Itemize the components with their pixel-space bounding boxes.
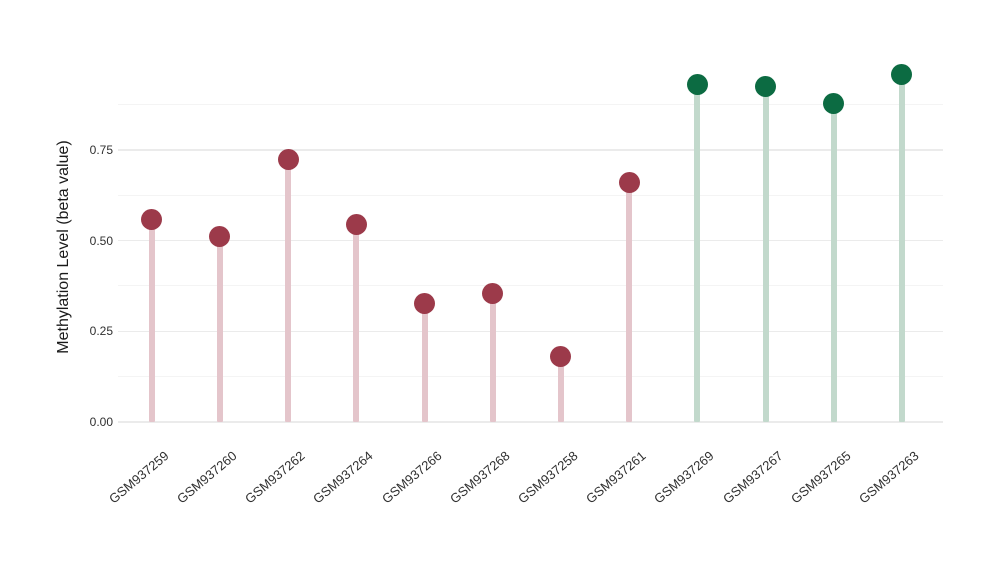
y-axis-title: Methylation Level (beta value) — [55, 140, 72, 354]
lollipop-stem — [353, 224, 360, 422]
lollipop-stem — [148, 219, 155, 422]
x-tick-label: GSM937261 — [583, 448, 649, 507]
x-tick-label: GSM937268 — [446, 448, 513, 507]
x-tick-label: GSM937259 — [105, 448, 172, 507]
lollipop-stem — [762, 86, 769, 422]
lollipop-dot — [209, 226, 231, 248]
lollipop-dot — [823, 92, 845, 114]
x-tick-label: GSM937264 — [310, 448, 376, 507]
lollipop-stem — [489, 293, 496, 422]
lollipop-dot — [414, 292, 435, 314]
lollipop-stem — [830, 103, 837, 422]
lollipop-stem — [285, 159, 292, 422]
x-tick-label: GSM937265 — [787, 448, 854, 507]
lollipop-dot — [891, 63, 913, 85]
lollipop-dot — [550, 345, 572, 367]
gridline-minor — [118, 104, 943, 106]
gridline-major — [118, 239, 943, 242]
lollipop-stem — [626, 182, 633, 422]
gridline-minor — [118, 285, 943, 287]
lollipop-stem — [694, 84, 701, 422]
x-tick-label: GSM937269 — [651, 448, 717, 507]
x-tick-label: GSM937260 — [173, 448, 240, 507]
x-tick-label: GSM937258 — [514, 448, 581, 507]
lollipop-stem — [216, 236, 223, 422]
lollipop-dot — [141, 209, 163, 231]
y-tick-label: 0.00 — [89, 415, 113, 429]
gridline-major — [118, 330, 943, 333]
gridline-minor — [118, 194, 943, 196]
gridline-major — [118, 149, 943, 151]
gridline-minor — [118, 376, 943, 378]
x-tick-label: GSM937263 — [855, 448, 922, 507]
x-tick-label: GSM937262 — [242, 448, 308, 507]
lollipop-dot — [345, 213, 367, 235]
lollipop-stem — [898, 74, 905, 422]
y-tick-label: 0.25 — [89, 324, 113, 339]
lollipop-dot — [482, 283, 504, 305]
lollipop-stem — [557, 356, 564, 422]
lollipop-dot — [755, 76, 776, 97]
y-tick-label: 0.75 — [89, 142, 113, 157]
y-tick-label: 0.50 — [89, 233, 113, 248]
lollipop-dot — [277, 148, 299, 170]
x-tick-label: GSM937266 — [378, 448, 445, 507]
gridline-major — [118, 421, 943, 423]
lollipop-dot — [618, 172, 640, 194]
lollipop-stem — [421, 303, 428, 422]
x-tick-label: GSM937267 — [719, 448, 786, 507]
lollipop-dot — [686, 73, 708, 95]
